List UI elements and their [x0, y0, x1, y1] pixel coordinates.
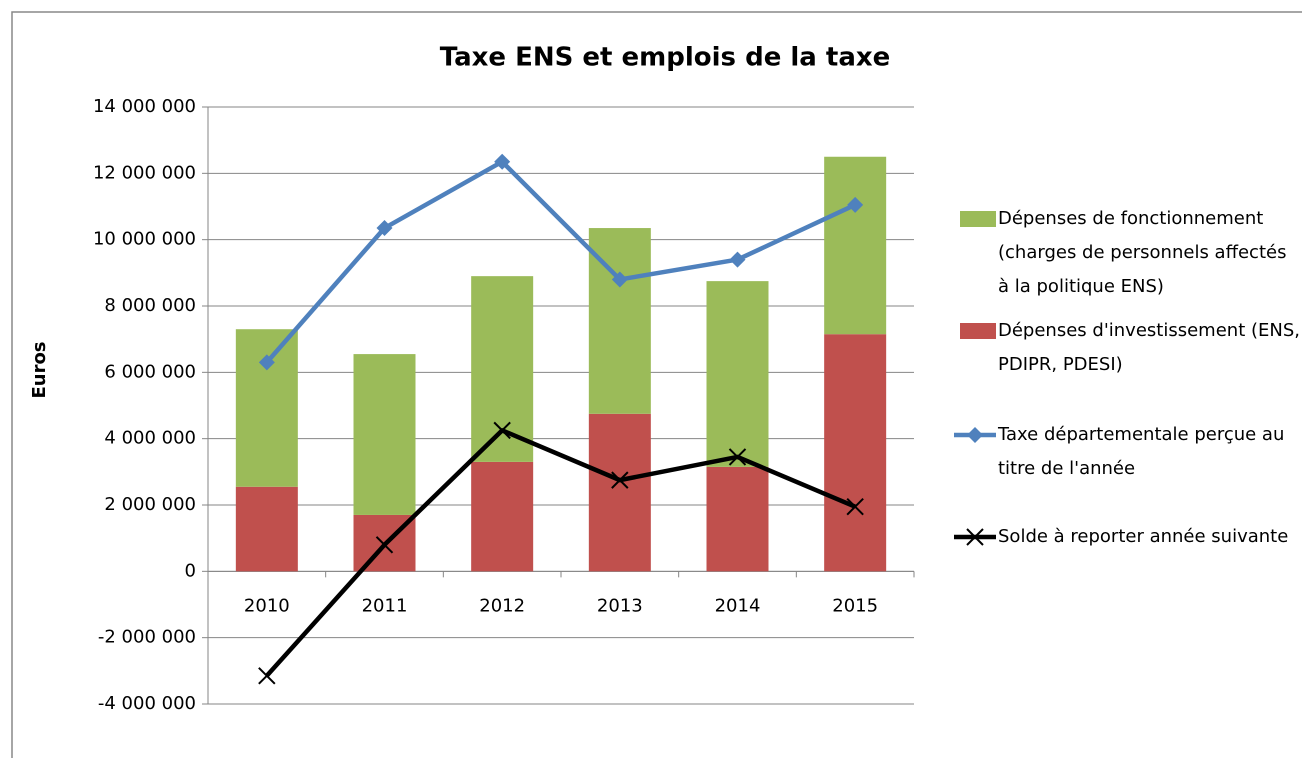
legend-swatch: [960, 211, 996, 227]
legend-box: [960, 323, 996, 339]
marker: [611, 471, 629, 489]
x-tick-label: 2012: [479, 595, 525, 616]
legend-marker: [967, 427, 983, 443]
marker: [375, 536, 394, 554]
x-tick-label: 2011: [362, 595, 408, 616]
bar-segment: [471, 276, 534, 462]
marker: [847, 196, 864, 213]
bar-segment: [824, 156, 887, 335]
y-tick-label: 4 000 000: [104, 428, 196, 449]
bar-segment: [588, 413, 651, 572]
y-tick-label: -2 000 000: [98, 627, 196, 648]
bar-segment: [706, 281, 769, 467]
x-tick-label: 2014: [715, 595, 761, 616]
marker: [728, 448, 747, 466]
legend-box: [960, 211, 996, 227]
marker: [258, 667, 276, 685]
marker: [967, 427, 983, 443]
x-tick-label: 2015: [832, 595, 878, 616]
marker: [493, 421, 511, 440]
x-tick-label: 2010: [244, 595, 290, 616]
bar-segment: [706, 466, 769, 572]
marker: [729, 251, 746, 268]
marker: [376, 220, 393, 237]
legend-label: Dépenses de fonctionnement (charges de p…: [998, 208, 1287, 297]
bar-segment: [235, 329, 298, 487]
line-series: [265, 428, 857, 678]
y-tick-label: 6 000 000: [104, 361, 196, 382]
legend-swatch: [960, 323, 996, 339]
legend-item: Dépenses d'investissement (ENS, PDIPR, P…: [952, 314, 1302, 382]
legend-item: Dépenses de fonctionnement (charges de p…: [952, 202, 1298, 304]
y-tick-label: 2 000 000: [104, 494, 196, 515]
marker: [966, 528, 984, 546]
legend: Dépenses de fonctionnement (charges de p…: [952, 202, 1302, 564]
bar-segment: [824, 334, 887, 572]
marker: [846, 497, 864, 516]
y-tick-label: 8 000 000: [104, 295, 196, 316]
bar-segment: [235, 486, 298, 572]
y-tick-label: 0: [185, 560, 196, 581]
chart-title: Taxe ENS et emplois de la taxe: [440, 43, 891, 73]
legend-item: Taxe départementale perçue au titre de l…: [952, 418, 1302, 486]
frame: [11, 11, 1302, 758]
y-tick-label: -4 000 000: [98, 693, 196, 714]
legend-label: Taxe départementale perçue au titre de l…: [998, 424, 1285, 479]
x-tick-label: 2013: [597, 595, 643, 616]
bar-segment: [353, 354, 416, 515]
legend-label: Dépenses d'investissement (ENS, PDIPR, P…: [998, 320, 1300, 375]
marker: [258, 354, 275, 371]
marker: [611, 271, 628, 288]
y-axis-label: Euros: [29, 341, 50, 398]
legend-swatch: [954, 528, 996, 546]
legend-label: Solde à reporter année suivante: [998, 526, 1289, 547]
bar-segment: [471, 461, 534, 572]
y-tick-label: 14 000 000: [93, 96, 196, 117]
line-series: [265, 159, 857, 364]
legend-item: Solde à reporter année suivante: [952, 520, 1302, 554]
legend-swatch: [954, 427, 996, 443]
marker: [494, 153, 511, 170]
y-tick-label: 12 000 000: [93, 162, 196, 183]
y-tick-label: 10 000 000: [93, 229, 196, 250]
legend-marker: [966, 528, 984, 546]
